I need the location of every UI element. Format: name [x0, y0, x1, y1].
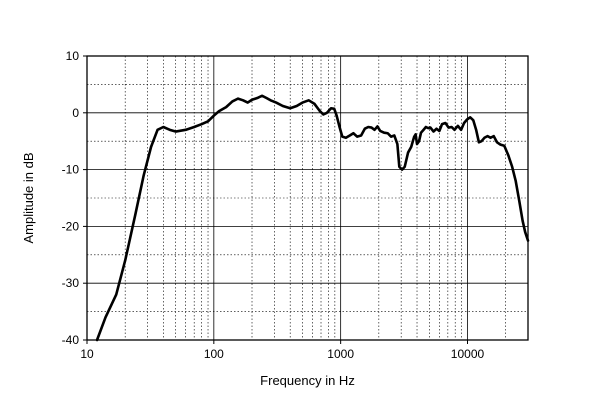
y-axis-label: Amplitude in dB — [21, 152, 36, 243]
axis-ticks — [83, 55, 468, 344]
y-tick-label: -10 — [62, 163, 80, 177]
series-line-0 — [95, 94, 530, 342]
x-tick-label: 10 — [80, 347, 94, 361]
y-tick-label: -30 — [62, 276, 80, 290]
x-tick-label: 100 — [204, 347, 224, 361]
y-tick-label: 10 — [66, 49, 80, 63]
x-tick-label: 10000 — [451, 347, 485, 361]
minor-gridlines — [87, 56, 528, 340]
plot-frame — [86, 55, 529, 341]
x-tick-labels: 10 100 1000 10000 — [80, 347, 484, 361]
major-gridlines — [87, 56, 528, 340]
x-tick-label: 1000 — [327, 347, 354, 361]
series-layer — [95, 94, 530, 342]
y-tick-label: -40 — [62, 333, 80, 347]
y-tick-label: -20 — [62, 219, 80, 233]
y-tick-labels: 10 0 -10 -20 -30 -40 — [62, 49, 80, 347]
y-tick-label: 0 — [72, 106, 79, 120]
x-axis-label: Frequency in Hz — [260, 373, 355, 388]
